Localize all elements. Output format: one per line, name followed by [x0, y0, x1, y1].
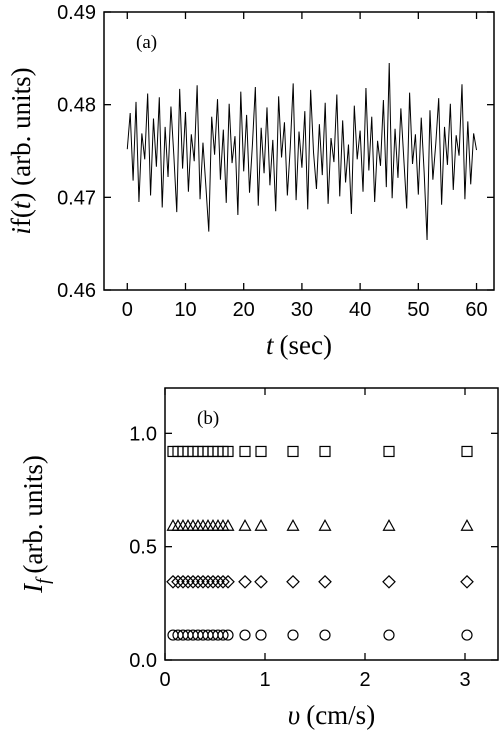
x-label-part: υ [288, 700, 300, 730]
y-tick-label: 0.46 [57, 280, 96, 302]
x-tick-label: 60 [465, 299, 487, 321]
x-tick-label: 0 [122, 299, 133, 321]
triangle-marker [238, 519, 252, 531]
y-tick-label: 0.5 [129, 537, 157, 559]
x-tick-label: 3 [459, 669, 470, 691]
diamond-marker [186, 574, 200, 589]
y-tick-label: 0.47 [57, 187, 96, 209]
diamond-marker [211, 574, 225, 589]
circle-marker [319, 629, 331, 641]
circle-marker [255, 629, 267, 641]
y-label-part: f [6, 218, 36, 227]
y-label-part: f [33, 576, 54, 584]
y-axis-label: if(t) (arb. units) [6, 67, 36, 234]
x-label-part: t [266, 330, 275, 360]
triangle-marker [460, 519, 474, 531]
diamond-marker [382, 574, 396, 589]
y-tick-label: 0.48 [57, 95, 96, 117]
plot-frame [164, 387, 499, 661]
y-label-part: I [18, 582, 48, 594]
square-marker [287, 445, 299, 458]
diamond-marker [221, 574, 235, 589]
y-label-part: (arb. units) [18, 455, 48, 573]
y-axis-label: If (arb. units) [18, 455, 54, 594]
x-tick-label: 2 [359, 669, 370, 691]
triangle-marker [221, 519, 235, 531]
y-label-part: t [6, 200, 36, 209]
triangle-marker [382, 519, 396, 531]
diamond-marker [286, 574, 300, 589]
x-axis-label: υ (cm/s) [288, 700, 375, 730]
square-marker [239, 445, 251, 458]
circle-marker [383, 629, 395, 641]
diamond-marker [196, 574, 210, 589]
square-marker [319, 445, 331, 458]
x-tick-label: 20 [233, 299, 255, 321]
diamond-marker [238, 574, 252, 589]
y-label-part: i [6, 227, 36, 235]
x-tick-label: 40 [349, 299, 371, 321]
diamond-marker [191, 574, 205, 589]
signal-line [126, 62, 478, 240]
y-label-part: ( [6, 209, 36, 218]
circle-marker [287, 629, 299, 641]
square-marker [255, 445, 267, 458]
diamond-marker [176, 574, 190, 589]
diamond-marker [171, 574, 185, 589]
circle-marker [222, 629, 234, 641]
diamond-marker [318, 574, 332, 589]
x-tick-label: 10 [174, 299, 196, 321]
square-marker [383, 445, 395, 458]
diamond-marker [216, 574, 230, 589]
x-label-part: (sec) [280, 330, 332, 360]
triangle-marker [254, 519, 268, 531]
x-tick-label: 1 [259, 669, 270, 691]
x-tick-label: 0 [159, 669, 170, 691]
panel-label: (b) [197, 408, 219, 429]
x-tick-label: 30 [291, 299, 313, 321]
diamond-marker [254, 574, 268, 589]
x-tick-label: 50 [407, 299, 429, 321]
x-label-part: (cm/s) [306, 700, 375, 730]
y-tick-label: 1.0 [129, 423, 157, 445]
diamond-marker [166, 574, 180, 589]
y-tick-label: 0.0 [129, 650, 157, 672]
circle-marker [239, 629, 251, 641]
diamond-marker [460, 574, 474, 589]
square-marker [222, 445, 234, 458]
diamond-marker [181, 574, 195, 589]
triangle-marker [318, 519, 332, 531]
diamond-marker [201, 574, 215, 589]
square-marker [461, 445, 473, 458]
x-axis-label: t (sec) [266, 330, 332, 360]
triangle-marker [286, 519, 300, 531]
y-label-part: ) (arb. units) [6, 67, 36, 201]
plot-frame [103, 11, 495, 291]
y-tick-label: 0.49 [57, 2, 96, 24]
circle-marker [217, 629, 229, 641]
circle-marker [461, 629, 473, 641]
diamond-marker [206, 574, 220, 589]
panel-label: (a) [136, 32, 157, 53]
